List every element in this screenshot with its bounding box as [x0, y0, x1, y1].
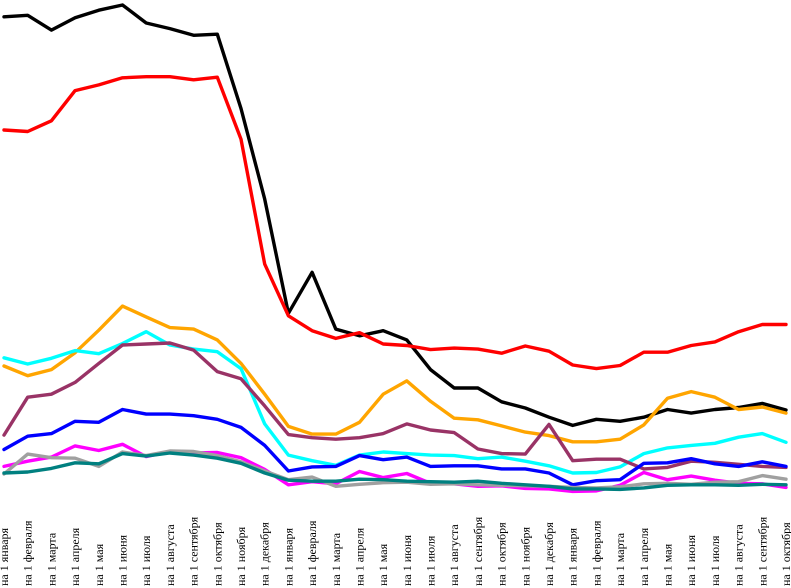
series-line-2 [2, 74, 788, 371]
x-tick-label: на 1 июня [400, 534, 414, 586]
x-tick-label: на 1 марта [44, 532, 58, 586]
x-tick-label: на 1 апреля [352, 527, 366, 586]
x-tick-label: на 1 августа [732, 524, 746, 586]
x-tick-label: на 1 января [566, 527, 580, 586]
x-tick-label: на 1 февраля [589, 520, 603, 586]
x-tick-label: на 1 мая [92, 543, 106, 586]
x-tick-label: на 1 февраля [21, 520, 35, 586]
series-line-5 [2, 341, 788, 471]
x-tick-label: на 1 июля [139, 535, 153, 586]
x-tick-label: на 1 ноября [518, 526, 532, 586]
series-line-3 [2, 304, 788, 444]
x-tick-label: на 1 декабря [542, 522, 556, 586]
x-tick-label: на 1 июня [115, 534, 129, 586]
series-line-4 [2, 330, 788, 475]
x-tick-label: на 1 декабря [258, 522, 272, 586]
x-tick-label: на 1 января [0, 527, 11, 586]
series-layer [2, 3, 788, 494]
series-line-8 [2, 449, 788, 490]
x-tick-label: на 1 августа [163, 524, 177, 586]
series-line-7 [2, 442, 788, 494]
x-tick-label: на 1 февраля [305, 520, 319, 586]
x-tick-label: на 1 мая [376, 543, 390, 586]
x-tick-label: на 1 апреля [637, 527, 651, 586]
series-line-9 [2, 451, 788, 492]
x-tick-label: на 1 января [281, 527, 295, 586]
x-tick-label: на 1 марта [329, 532, 343, 586]
series-line-6 [2, 407, 788, 487]
x-tick-label: на 1 октября [210, 522, 224, 586]
x-tick-label: на 1 июля [708, 535, 722, 586]
x-tick-label: на 1 августа [447, 524, 461, 586]
x-tick-label: на 1 сентября [187, 516, 201, 586]
x-tick-label: на 1 марта [613, 532, 627, 586]
x-tick-label: на 1 ноября [234, 526, 248, 586]
x-tick-label: на 1 октября [779, 522, 791, 586]
x-tick-labels: на 1 января на 1 февраля на 1 марта на 1 ап… [0, 516, 791, 586]
x-tick-label: на 1 сентября [755, 516, 769, 586]
x-tick-label: на 1 сентября [471, 516, 485, 586]
x-tick-label: на 1 октября [495, 522, 509, 586]
x-tick-label: на 1 мая [661, 543, 675, 586]
x-tick-label: на 1 апреля [68, 527, 82, 586]
x-tick-label: на 1 июня [684, 534, 698, 586]
x-tick-label: на 1 июля [424, 535, 438, 586]
series-line-1 [2, 3, 788, 428]
